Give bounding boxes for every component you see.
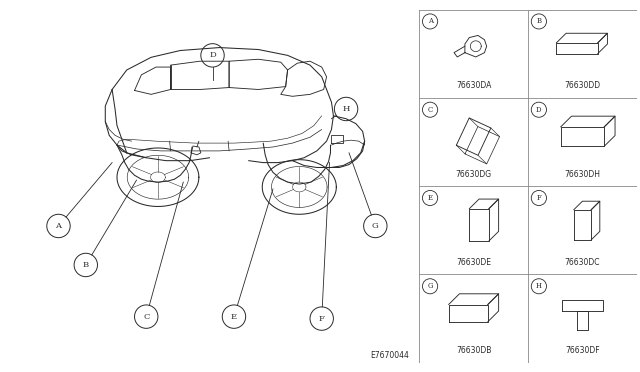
Text: E7670044: E7670044	[371, 350, 410, 359]
Text: 76630DE: 76630DE	[456, 258, 491, 267]
Text: F: F	[536, 194, 541, 202]
Text: 76630DA: 76630DA	[456, 81, 492, 90]
Text: 76630DD: 76630DD	[564, 81, 600, 90]
Text: 76630DG: 76630DG	[456, 170, 492, 179]
Text: F: F	[319, 315, 324, 323]
Text: G: G	[372, 222, 379, 230]
Text: A: A	[56, 222, 61, 230]
Text: 76630DH: 76630DH	[564, 170, 600, 179]
Text: 76630DC: 76630DC	[564, 258, 600, 267]
Text: B: B	[83, 261, 89, 269]
Text: C: C	[143, 312, 149, 321]
Text: H: H	[536, 282, 542, 290]
Text: A: A	[428, 17, 433, 25]
Text: C: C	[428, 106, 433, 114]
Text: G: G	[428, 282, 433, 290]
Text: E: E	[231, 312, 237, 321]
Text: 76630DB: 76630DB	[456, 346, 492, 355]
Text: H: H	[342, 105, 350, 113]
Text: D: D	[536, 106, 541, 114]
Text: 76630DF: 76630DF	[565, 346, 600, 355]
Text: D: D	[209, 51, 216, 60]
Text: B: B	[536, 17, 541, 25]
Text: E: E	[428, 194, 433, 202]
